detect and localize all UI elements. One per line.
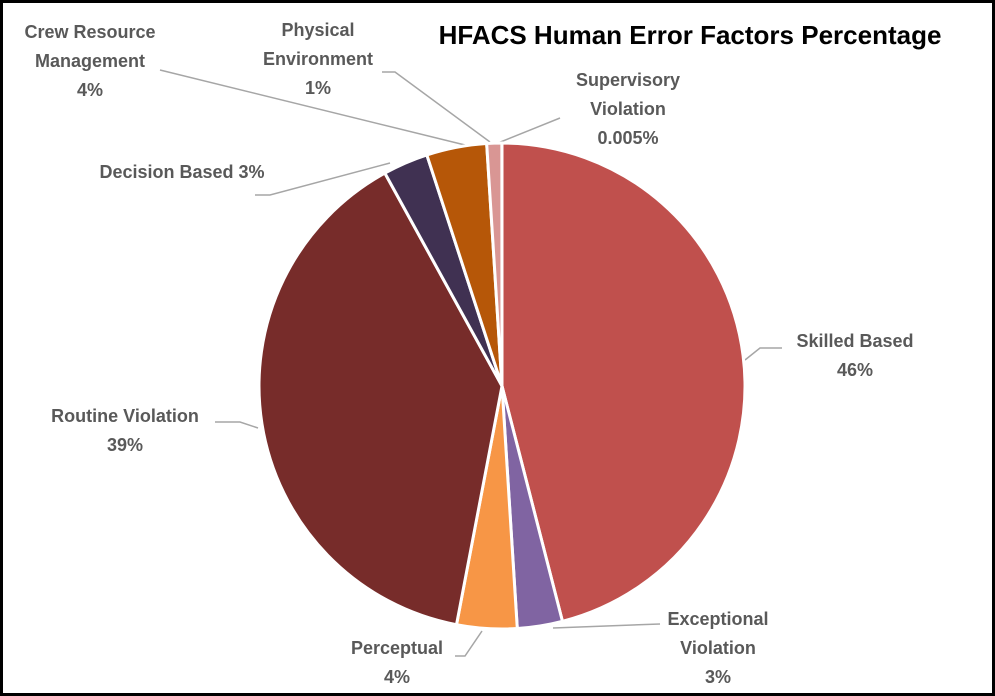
leader-line (455, 630, 483, 657)
value-label: 46% (836, 360, 874, 380)
data-label: Supervisory Violation 0.005% (563, 66, 693, 153)
value-label: 3% (238, 162, 265, 182)
leader-line (552, 623, 661, 629)
category-label: Perceptual (350, 638, 444, 658)
value-label: 3% (704, 667, 731, 687)
data-label: Skilled Based 46% (770, 327, 940, 385)
pie-slice (257, 171, 504, 627)
data-label: Routine Violation 39% (20, 402, 230, 460)
leader-line (159, 69, 466, 146)
leader-line (255, 162, 391, 196)
data-label: Crew Resource Management 4% (15, 18, 165, 105)
category-label: Routine Violation (51, 406, 199, 426)
leader-line (497, 117, 561, 144)
data-label: Decision Based 3% (57, 158, 307, 187)
pie-slice (500, 141, 747, 623)
category-label: Exceptional Violation (667, 609, 769, 658)
value-label: 0.005% (597, 128, 659, 148)
leader-line (215, 421, 259, 429)
category-label: Skilled Based (796, 331, 914, 351)
value-label: 39% (106, 435, 144, 455)
category-label: Decision Based (99, 162, 234, 182)
value-label: 1% (304, 78, 331, 98)
data-label: Perceptual 4% (337, 634, 457, 692)
leader-line (744, 347, 782, 361)
leader-line (382, 71, 491, 143)
category-label: Crew Resource Management (24, 22, 156, 71)
chart-title: HFACS Human Error Factors Percentage (438, 20, 942, 50)
data-label: Exceptional Violation 3% (653, 605, 783, 692)
data-label: Physical Environment 1% (253, 16, 383, 103)
value-label: 4% (76, 80, 103, 100)
value-label: 4% (383, 667, 410, 687)
slices (257, 141, 747, 631)
leader-lines (159, 69, 782, 657)
category-label: Physical Environment (262, 20, 373, 69)
category-label: Supervisory Violation (575, 70, 681, 119)
